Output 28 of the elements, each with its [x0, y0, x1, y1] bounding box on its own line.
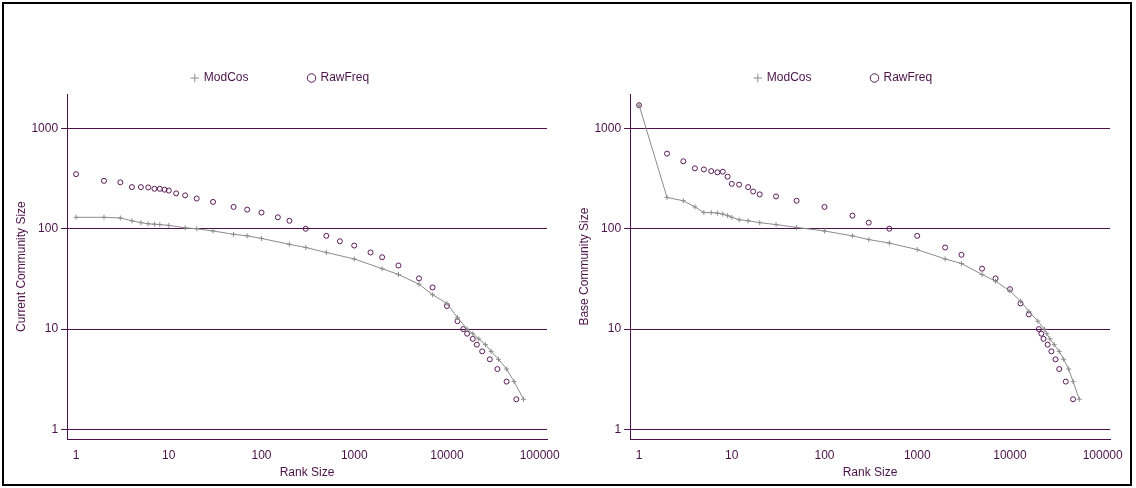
x-axis-title: Rank Size — [279, 465, 335, 480]
x-tick-label: 100 — [251, 447, 272, 462]
y-tick-label: 1000 — [594, 120, 622, 135]
x-tick-label: 100 — [814, 447, 835, 462]
y-tick-label: 100 — [38, 221, 59, 236]
y-tick-label: 10 — [44, 321, 59, 336]
legend-label: RawFreq — [320, 70, 370, 85]
x-tick-label: 1 — [635, 447, 643, 462]
x-axis-title: Rank Size — [842, 465, 898, 480]
y-tick-label: 1 — [614, 421, 622, 436]
y-axis-title: Current Community Size — [13, 200, 28, 332]
x-tick-label: 10 — [162, 447, 176, 462]
x-tick-label: 10000 — [993, 447, 1027, 462]
legend-label: ModCos — [766, 70, 812, 85]
x-tick-label: 10000 — [430, 447, 464, 462]
y-tick-label: 1000 — [31, 120, 59, 135]
y-tick-label: 100 — [601, 221, 622, 236]
x-tick-label: 1 — [72, 447, 80, 462]
x-tick-label: 1000 — [903, 447, 931, 462]
x-tick-label: 100000 — [1082, 447, 1123, 462]
legend-label: RawFreq — [883, 70, 933, 85]
x-tick-label: 10 — [725, 447, 739, 462]
y-tick-label: 10 — [607, 321, 622, 336]
y-axis-title: Base Community Size — [576, 207, 591, 326]
legend-label: ModCos — [203, 70, 249, 85]
x-tick-label: 1000 — [340, 447, 368, 462]
y-tick-label: 1 — [51, 421, 59, 436]
x-tick-label: 100000 — [519, 447, 560, 462]
